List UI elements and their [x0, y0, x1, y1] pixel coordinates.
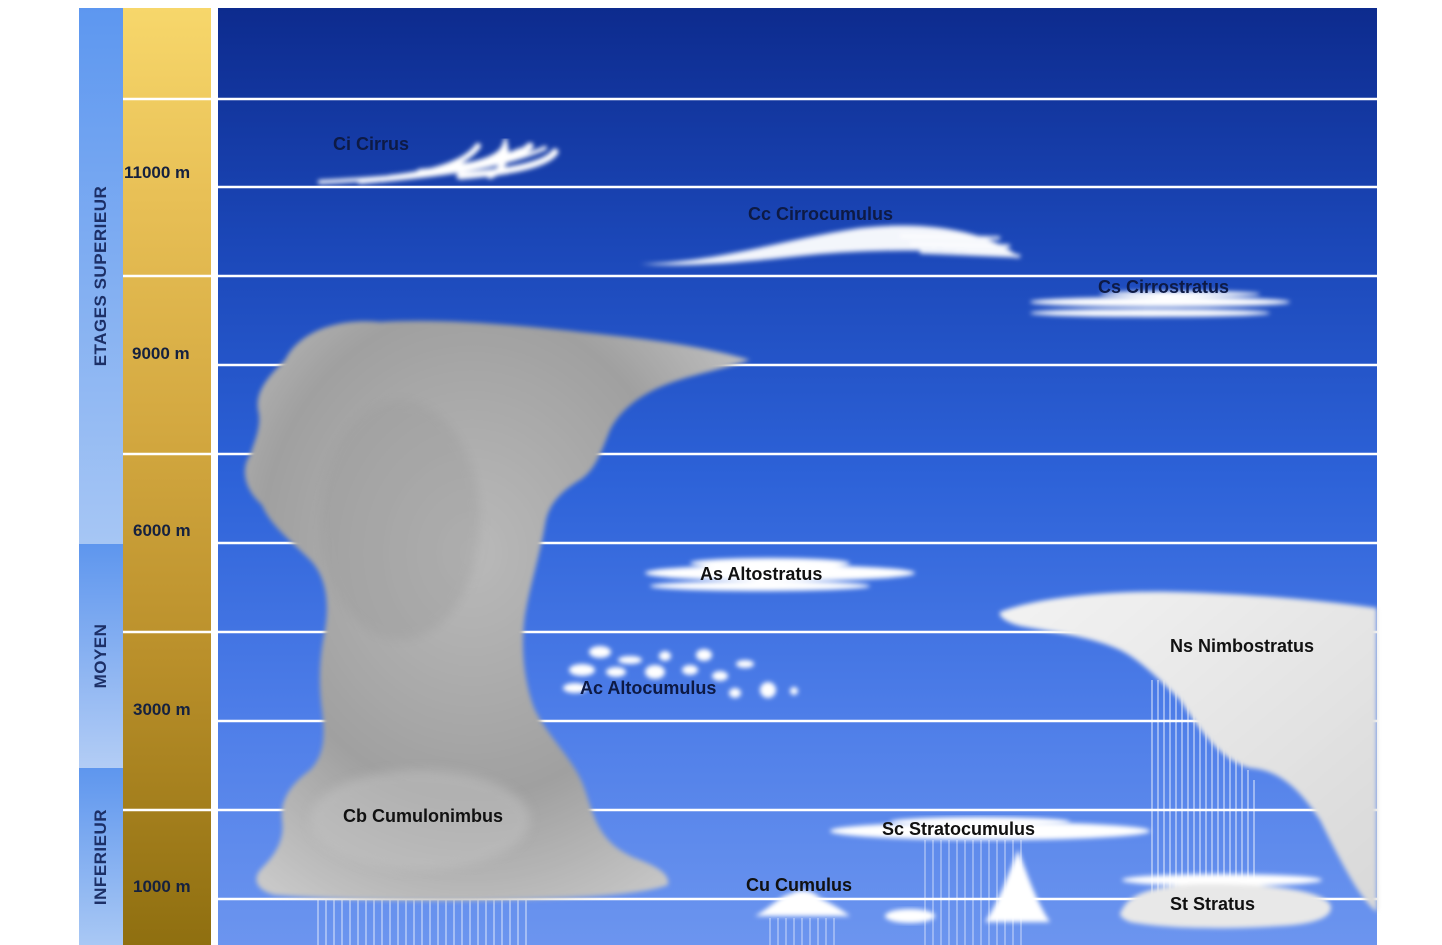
stratus-cloud-shape — [1120, 874, 1331, 929]
cloud-label-cirrocumulus: Cc Cirrocumulus — [748, 204, 894, 224]
altitude-label-11000: 11000 m — [124, 163, 191, 182]
altitude-label-9000: 9000 m — [132, 344, 190, 363]
altitude-label-3000: 3000 m — [133, 700, 191, 719]
cloud-label-cumulus: Cu Cumulus — [746, 875, 852, 895]
stage-band-superieur: ETAGES SUPERIEUR — [79, 8, 123, 544]
cloud-label-cirrostratus: Cs Cirrostratus — [1098, 277, 1230, 297]
cirrostratus-cloud-shape — [1030, 291, 1290, 317]
cumulonimbus-cloud-shape — [244, 320, 750, 945]
cloud-label-stratocumulus: Sc Stratocumulus — [882, 819, 1036, 839]
cloud-label-cumulonimbus: Cb Cumulonimbus — [343, 806, 503, 826]
cumulus-cloud-shape — [755, 890, 850, 945]
altitude-label-1000: 1000 m — [133, 877, 191, 896]
cloud-label-cirrus: Ci Cirrus — [333, 134, 410, 154]
stage-band-inferieur: INFERIEUR — [79, 768, 123, 945]
cirrus-cloud-shape — [318, 135, 559, 184]
altostratus-cloud-shape — [645, 558, 915, 591]
cloud-label-nimbostratus: Ns Nimbostratus — [1170, 636, 1315, 656]
cloud-label-stratus: St Stratus — [1170, 894, 1256, 914]
altocumulus-cloud-shape — [563, 646, 798, 698]
altitude-column — [123, 8, 211, 945]
cloud-label-altocumulus: Ac Altocumulus — [580, 678, 717, 698]
cirrocumulus-cloud-shape — [640, 225, 1021, 266]
altitude-label-6000: 6000 m — [133, 521, 191, 540]
stratocumulus-cloud-shape — [830, 817, 1150, 945]
stage-band-moyen: MOYEN — [79, 544, 123, 768]
cloud-label-altostratus: As Altostratus — [700, 564, 823, 584]
